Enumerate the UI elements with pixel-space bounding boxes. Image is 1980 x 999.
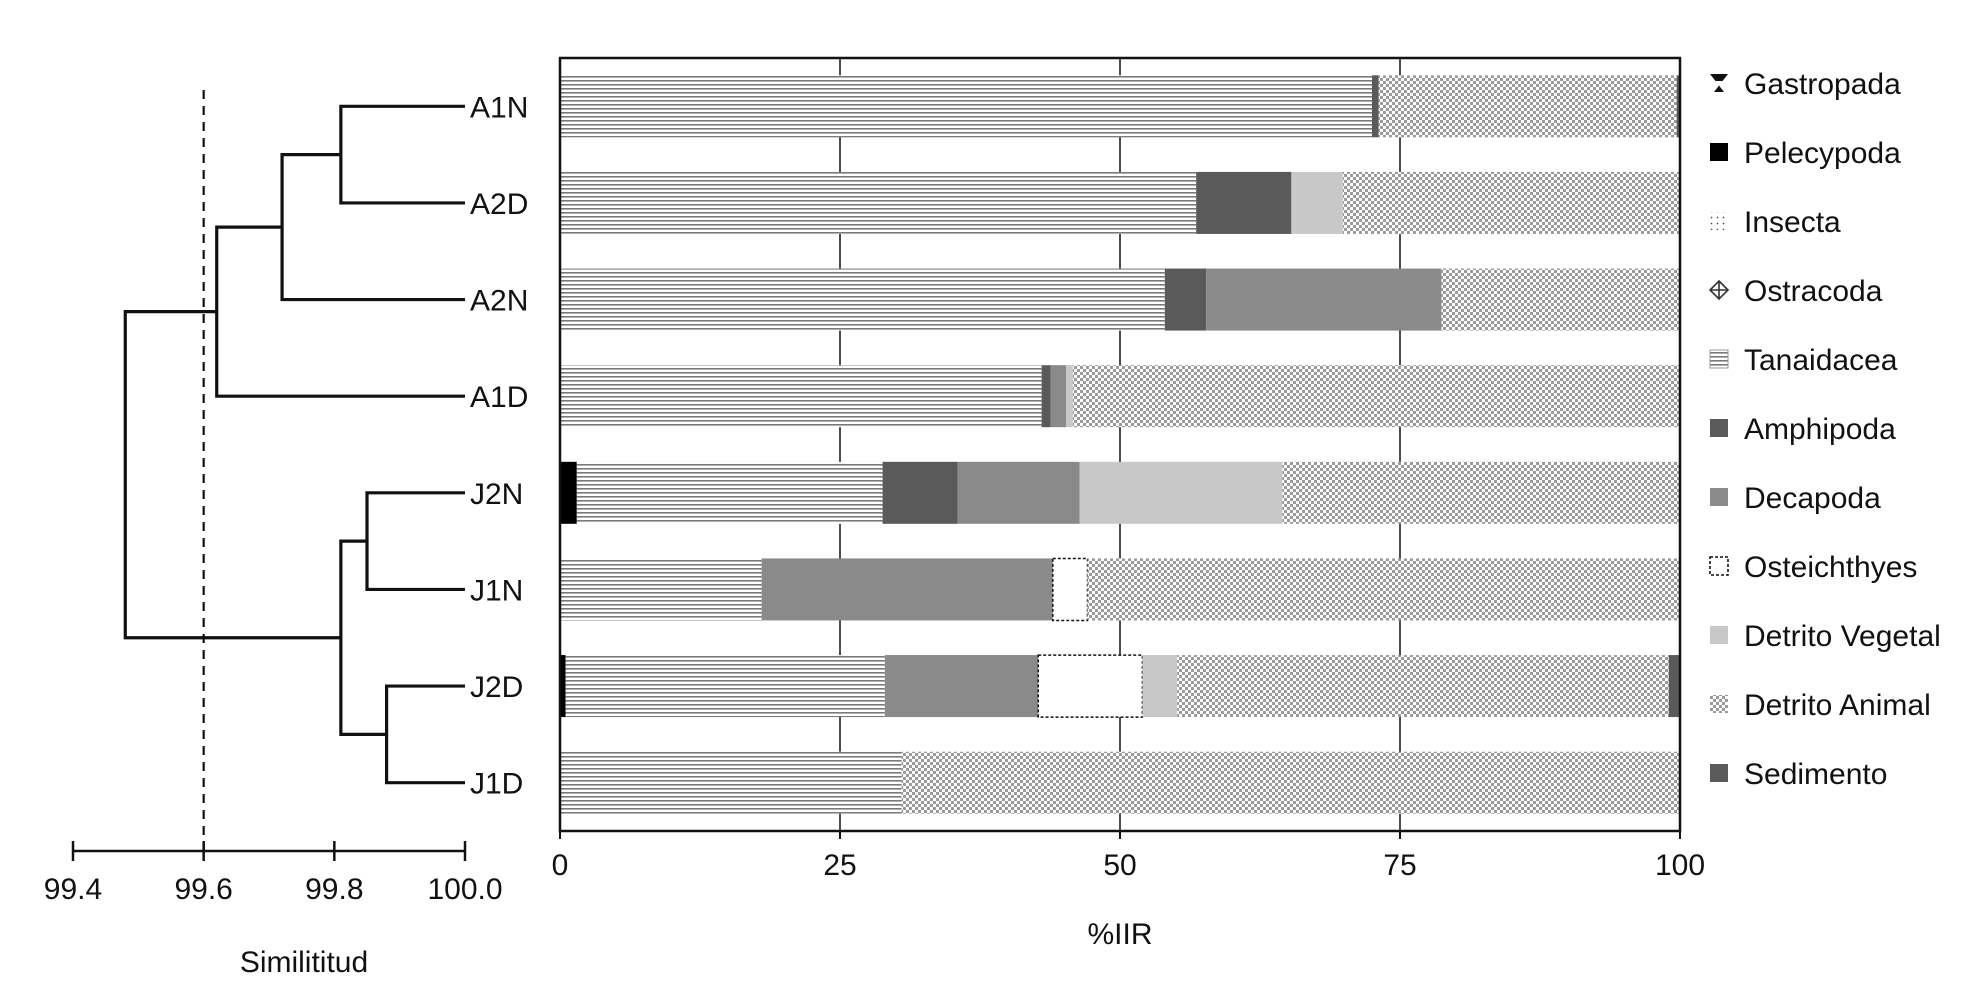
legend-item: Tanaidacea [1709,344,1898,377]
bar-x-axis-title: %IIR [1087,918,1152,951]
dendrogram-tick-label: 99.6 [174,873,232,906]
bar-segment [560,461,577,524]
bar-segment [1378,75,1677,138]
bar-segment [1142,655,1178,718]
legend-item: Ostracoda [1708,275,1883,308]
sample-label: J2N [470,478,523,511]
bar-segment [1372,75,1379,138]
dendrogram-branch [280,153,465,302]
bar-segment [560,268,1165,331]
dendrogram-branch [123,310,341,640]
bar-segment [1079,461,1283,524]
bar-segment [1037,654,1144,718]
bar-segment [1164,268,1207,331]
sample-label: A1D [470,381,528,414]
bar-segment [1087,558,1680,621]
legend-label: Insecta [1744,206,1841,239]
legend: Gastropada Pelecypoda Insecta Ostracoda Tana… [1708,68,1941,791]
horizontal-lines-icon [1709,349,1729,369]
bar-segment [1050,365,1067,428]
legend-item: Gastropada [1710,68,1901,101]
legend-item: Detrito Animal [1710,689,1931,722]
dashed-outline-square-icon [1709,556,1729,576]
bar-segment [1282,461,1680,524]
x-tick-label: 100 [1655,849,1705,882]
bar-segment [560,365,1042,428]
dendrogram-tick-label: 99.8 [305,873,363,906]
legend-label: Ostracoda [1744,275,1883,308]
sample-label: J1N [470,574,523,607]
hourglass-gap [1713,81,1725,85]
legend-label: Osteichthyes [1744,551,1917,584]
bar-segment [560,171,1197,234]
legend-label: Gastropada [1744,68,1901,101]
bar-segment [560,558,762,621]
legend-item: Osteichthyes [1709,551,1917,584]
bar-segment [560,75,1372,138]
dendrogram-tick-label: 100.0 [427,873,502,906]
bar-segment [882,461,958,524]
bar-segment [1206,268,1442,331]
bar-segment [560,751,902,814]
x-tick-label: 25 [823,849,856,882]
mid-gray-square-icon [1710,488,1728,506]
bar-segment [761,558,1053,621]
bar-segment [1441,268,1680,331]
sample-label: A2N [470,285,528,318]
dendrogram-branch [339,539,387,736]
dendrogram-branch [385,684,465,785]
checker-square-icon [1710,695,1728,713]
bar-segment [1668,655,1680,718]
legend-item: Insecta [1710,206,1841,239]
bar-segment [1041,365,1051,428]
sample-label: A1N [470,91,528,124]
bar-segment [1342,171,1680,234]
legend-label: Amphipoda [1744,413,1896,446]
sample-label: J2D [470,671,523,704]
bar-segment [901,751,1680,814]
solid-black-square-icon [1710,143,1728,161]
x-tick-label: 0 [552,849,569,882]
legend-label: Decapoda [1744,482,1881,515]
bar-segment [1177,655,1669,718]
bar-segment [957,461,1080,524]
legend-item: Detrito Vegetal [1710,620,1941,653]
bar-chart-panel: %IIR 0 25 50 75 100 [552,56,1705,951]
dotted-square-icon [1710,212,1728,230]
bar-segment [560,655,566,718]
bar-segment [884,655,1039,718]
dendrogram-branch [365,491,465,592]
dendrogram-panel: Similititud A1N A2D A2N A1D J2N J1N J2D J1D 99.4… [44,90,528,979]
legend-label: Sedimento [1744,758,1887,791]
legend-item: Sedimento [1710,758,1887,791]
legend-label: Detrito Vegetal [1744,620,1941,653]
x-tick-label: 75 [1383,849,1416,882]
sample-label: J1D [470,768,523,801]
sample-label: A2D [470,188,528,221]
bar-segment [576,461,883,524]
legend-label: Pelecypoda [1744,137,1901,170]
legend-label: Tanaidacea [1744,344,1898,377]
dendrogram-tick-label: 99.4 [44,873,102,906]
light-gray-square-icon [1710,626,1728,644]
legend-label: Detrito Animal [1744,689,1931,722]
bar-segment [1676,75,1680,138]
bar-segment [1196,171,1292,234]
bar-segment [565,655,885,718]
dendrogram-branch [215,225,465,398]
dark-gray-square-icon [1710,419,1728,437]
diamond-cross-icon [1708,279,1730,301]
legend-item: Pelecypoda [1710,137,1901,170]
legend-item: Decapoda [1710,482,1881,515]
legend-item: Amphipoda [1710,413,1896,446]
bar-segment [1072,365,1680,428]
bar-segment [1291,171,1343,234]
x-tick-label: 50 [1103,849,1136,882]
bar-segment [1052,557,1089,622]
dark-gray-square-icon [1710,764,1728,782]
bar-segment [1066,365,1073,428]
dendrogram-x-axis-title: Similititud [240,946,368,979]
dendrogram-branch [339,104,465,205]
